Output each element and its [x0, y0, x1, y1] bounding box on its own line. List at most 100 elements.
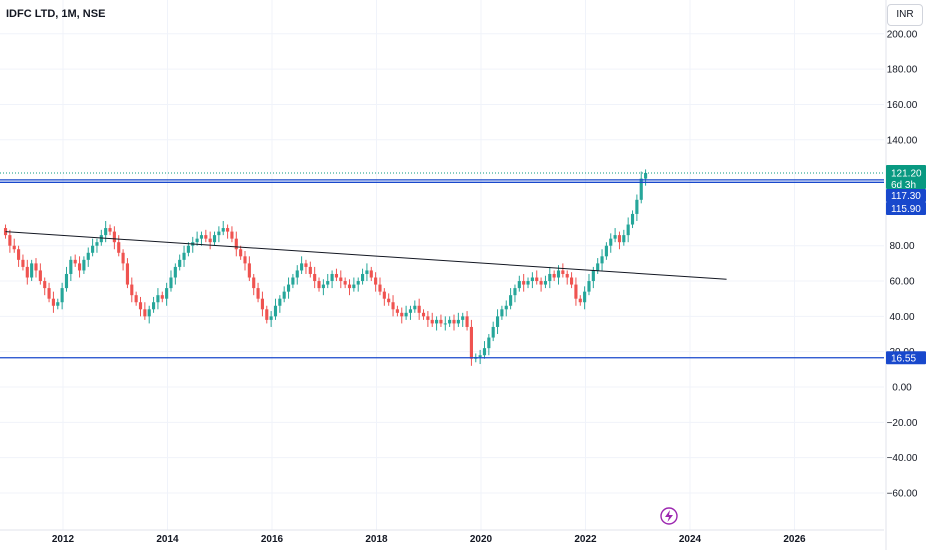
candle-body: [600, 256, 604, 264]
candle-body: [212, 235, 217, 243]
candle-body: [108, 228, 112, 232]
y-tick-label: −20.00: [887, 418, 918, 429]
candle-body: [56, 302, 60, 306]
level-tag-bg: [886, 201, 926, 215]
candle-body: [204, 235, 208, 239]
candle-body: [360, 273, 365, 282]
candle-body: [417, 305, 421, 313]
candle-body: [60, 288, 64, 303]
candle-body: [343, 281, 347, 285]
candle-body: [117, 242, 121, 253]
candle-body: [639, 178, 643, 200]
candle-body: [421, 312, 426, 317]
candle-body: [138, 302, 143, 310]
y-axis[interactable]: 200.00180.00160.00140.0080.0060.0040.002…: [885, 0, 918, 550]
candle-body: [269, 316, 273, 320]
candle-body: [252, 277, 256, 289]
candle-body: [548, 273, 552, 282]
x-tick-label: 2018: [365, 534, 388, 545]
candle-body: [186, 245, 190, 253]
candle-body: [504, 305, 508, 310]
candle-body: [326, 281, 330, 285]
candle-body: [147, 309, 151, 317]
candle-body: [482, 348, 487, 356]
candle-body: [51, 298, 55, 306]
y-tick-label: 160.00: [887, 100, 918, 111]
candle-body: [86, 252, 90, 260]
candle-body: [543, 281, 548, 285]
x-tick-label: 2024: [679, 534, 702, 545]
candle-body: [578, 298, 582, 303]
y-tick-label: 200.00: [887, 29, 918, 40]
candle-body: [178, 259, 182, 267]
candle-body: [644, 172, 648, 179]
candle-body: [286, 284, 291, 292]
candle-body: [143, 309, 147, 317]
candle-body: [517, 281, 521, 289]
y-tick-label: −60.00: [887, 488, 918, 499]
x-tick-label: 2014: [156, 534, 179, 545]
candle-body: [160, 295, 164, 299]
x-tick-label: 2026: [783, 534, 806, 545]
candle-body: [282, 291, 286, 299]
candle-body: [295, 270, 299, 278]
candle-body: [278, 298, 282, 306]
candle-body: [478, 355, 482, 357]
candle-body: [3, 228, 8, 236]
candle-body: [125, 263, 130, 285]
level-tag: 16.55: [891, 353, 916, 364]
level-tag-bg: [886, 351, 926, 365]
candle-body: [260, 298, 264, 310]
candle-body: [69, 259, 73, 274]
candle-body: [622, 235, 626, 243]
candle-body: [8, 235, 12, 246]
currency-button[interactable]: INR: [887, 4, 923, 26]
candle-body: [226, 228, 230, 232]
candle-body: [617, 235, 622, 243]
candle-body: [452, 319, 456, 324]
candle-body: [130, 284, 134, 296]
candle-body: [99, 235, 103, 243]
y-tick-label: 140.00: [887, 135, 918, 146]
candle-body: [448, 319, 452, 324]
candle-body: [413, 305, 417, 310]
candle-body: [522, 281, 526, 285]
candle-body: [239, 249, 243, 257]
candle-body: [34, 263, 38, 271]
candle-body: [461, 316, 465, 320]
candle-body: [408, 309, 413, 313]
candle-body: [91, 245, 95, 253]
candle-body: [17, 249, 21, 260]
y-tick-label: 180.00: [887, 65, 918, 76]
candle-body: [374, 277, 378, 285]
candle-body: [330, 273, 334, 282]
candle-body: [352, 284, 356, 289]
candle-body: [435, 319, 439, 324]
candle-body: [465, 316, 469, 327]
flash-icon[interactable]: [660, 507, 678, 525]
level-tag: 117.30: [891, 191, 921, 202]
candle-body: [151, 302, 156, 310]
candle-body: [395, 309, 399, 313]
y-tick-label: 60.00: [889, 277, 914, 288]
candle-body: [443, 323, 447, 325]
horizontal-levels: [0, 172, 884, 359]
candle-body: [265, 309, 269, 320]
x-axis[interactable]: 2012 2014 2016 2018 2020 2022 2024 2026: [0, 529, 884, 545]
candle-body: [626, 224, 630, 236]
candle-body: [217, 231, 221, 236]
candles: [3, 169, 648, 366]
candle-body: [487, 337, 491, 349]
candle-body: [500, 309, 504, 317]
candle-body: [47, 288, 51, 299]
candle-body: [304, 263, 308, 267]
candle-body: [574, 284, 578, 299]
level-tag-bg: [886, 188, 926, 202]
candle-body: [583, 291, 587, 303]
candle-body: [308, 266, 312, 274]
candle-body: [208, 238, 212, 243]
candle-body: [509, 295, 513, 306]
candle-body: [369, 270, 373, 278]
candle-body: [195, 238, 199, 243]
